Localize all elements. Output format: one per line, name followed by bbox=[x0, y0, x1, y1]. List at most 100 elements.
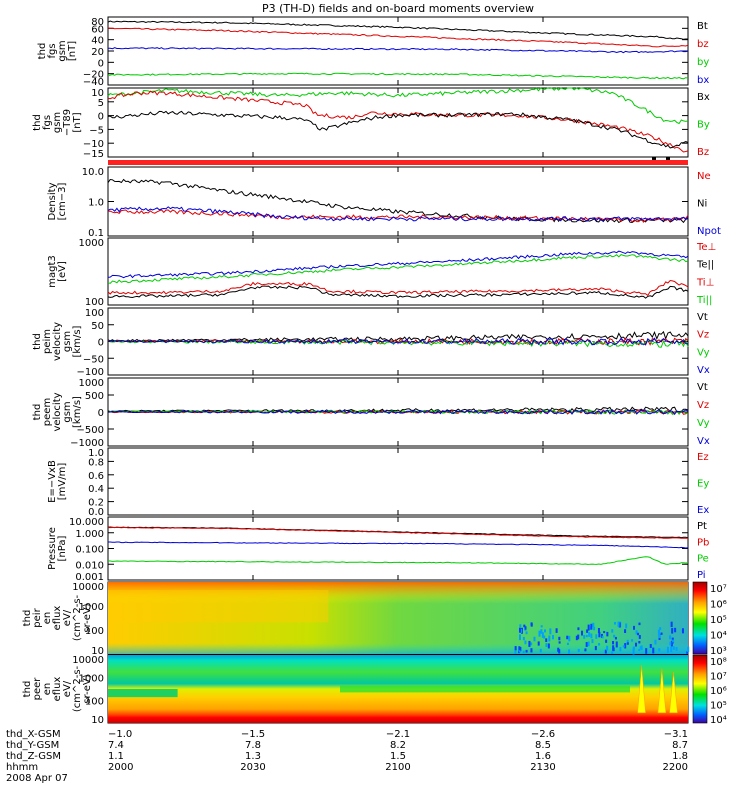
x-row-label: thd_Y-GSM bbox=[6, 740, 59, 751]
x-tick-label: −2.1 bbox=[386, 729, 410, 740]
spectrogram-pixel bbox=[669, 641, 672, 646]
series-line-vt bbox=[107, 330, 689, 342]
y-axis-label: thd bbox=[22, 681, 33, 698]
y-axis-label: (cm^2-s- bbox=[72, 665, 83, 712]
legend-label: Vy bbox=[697, 347, 710, 358]
y-tick-label: 10 bbox=[91, 646, 104, 657]
spectrogram-pixel bbox=[674, 627, 677, 633]
y-axis-label: [nT] bbox=[67, 41, 78, 61]
spectrogram-pixel bbox=[614, 636, 617, 640]
spectrogram-pixel bbox=[613, 622, 616, 625]
legend-label: bz bbox=[697, 39, 709, 50]
spectrogram-pixel bbox=[645, 648, 648, 654]
spectrogram-pixel bbox=[558, 636, 561, 641]
series-line-pe bbox=[107, 556, 689, 565]
y-tick-label: 0 bbox=[98, 58, 104, 69]
x-row-label: thd_X-GSM bbox=[6, 729, 61, 740]
x-tick-label: 1.8 bbox=[672, 751, 688, 762]
y-tick-label: 0.2 bbox=[88, 498, 104, 509]
legend-label: Vt bbox=[697, 312, 708, 323]
x-tick-label: 8.7 bbox=[672, 740, 688, 751]
y-axis-label: eflux bbox=[52, 677, 63, 702]
legend-label: Vx bbox=[697, 436, 710, 447]
spectrogram-pixel bbox=[660, 632, 663, 635]
spectrogram-layer bbox=[108, 590, 329, 623]
spectrogram-pixel bbox=[587, 624, 590, 631]
x-tick-label: 2000 bbox=[108, 762, 133, 773]
date-label: 2008 Apr 07 bbox=[6, 773, 68, 784]
y-axis-label: thd bbox=[32, 404, 43, 421]
spectrogram-pixel bbox=[638, 641, 641, 644]
y-tick-label: 0.4 bbox=[88, 484, 104, 495]
panel-7: E=−VxB [mV/m] 1.00.8 0.6 0.4 0.20.0 Ez Ey Ex bbox=[47, 447, 709, 518]
y-tick-label: −15 bbox=[83, 149, 104, 160]
y-axis-label: [cm−3] bbox=[57, 183, 68, 221]
y-axis-label: gsm bbox=[57, 40, 68, 61]
y-tick-label: 1000 bbox=[79, 602, 104, 613]
spectrogram-pixel bbox=[605, 639, 608, 643]
x-tick-label: 1.3 bbox=[245, 751, 261, 762]
spectrogram-pixel bbox=[543, 629, 546, 633]
legend-label: Pt bbox=[697, 521, 707, 532]
spectrogram-pixel bbox=[558, 641, 561, 644]
y-axis-label: [eV] bbox=[57, 261, 68, 282]
spectrogram-pixel bbox=[566, 642, 569, 646]
legend-label: Pe bbox=[697, 554, 709, 565]
colorbar-tick-label: 10⁴ bbox=[710, 715, 727, 726]
spectrogram-pixel bbox=[603, 631, 606, 634]
spectrogram-pixel bbox=[533, 636, 536, 642]
spectrogram-pixel bbox=[670, 646, 673, 653]
spectrogram-pixel bbox=[525, 649, 528, 653]
panel-3: Density [cm−3] 10.0 1.0 0.1 Ne Ni Npot bbox=[47, 166, 721, 239]
spectrogram-pixel bbox=[518, 650, 521, 653]
legend-label: Vt bbox=[697, 382, 708, 393]
spectrogram-pixel bbox=[585, 634, 588, 638]
y-axis-label: eV/ bbox=[62, 680, 73, 697]
legend-label: Te⊥ bbox=[696, 242, 716, 253]
spectrogram-pixel bbox=[551, 635, 554, 640]
x-tick-label: 1.6 bbox=[535, 751, 551, 762]
spectrogram-pixel bbox=[639, 646, 642, 649]
spectrogram-pixel bbox=[612, 640, 615, 645]
colorbar-tick-label: 10⁵ bbox=[710, 701, 727, 712]
spectrogram-pixel bbox=[681, 628, 684, 634]
series-line-ni bbox=[107, 178, 689, 224]
spectrogram-pixel bbox=[539, 648, 542, 653]
spectrogram-pixel bbox=[540, 629, 543, 634]
series-line-bx bbox=[107, 110, 689, 149]
y-tick-label: −40 bbox=[83, 77, 104, 88]
y-axis-label: E=−VxB bbox=[47, 460, 58, 503]
spectrogram-pixel bbox=[524, 626, 527, 630]
spectrogram-pixel bbox=[514, 646, 517, 651]
y-tick-label: 1.000 bbox=[75, 529, 104, 540]
panel-5: thd peim velocity gsm [km/s]100 50 0 −50 −100 Vt V… bbox=[32, 307, 710, 378]
spectrogram-pixel bbox=[624, 629, 627, 633]
y-tick-label: 0.100 bbox=[75, 545, 104, 556]
y-axis-label: fgs bbox=[47, 43, 58, 58]
spectrogram-pixel bbox=[592, 622, 595, 627]
x-tick-label: −1.5 bbox=[241, 729, 265, 740]
colorbar bbox=[692, 654, 708, 724]
y-axis-label: eV/ bbox=[62, 609, 73, 626]
y-axis-label: thd bbox=[32, 333, 43, 350]
spectrogram-pixel bbox=[613, 634, 616, 638]
spectrogram-pixel bbox=[548, 635, 551, 642]
y-tick-label: 40 bbox=[91, 36, 104, 47]
y-tick-label: −10 bbox=[83, 139, 104, 150]
spectrogram-pixel bbox=[633, 625, 636, 630]
panel-frame bbox=[107, 447, 689, 516]
spectrogram-pixel bbox=[625, 623, 628, 629]
y-tick-label: 10 bbox=[91, 88, 104, 99]
colorbar-tick-label: 10⁵ bbox=[710, 615, 727, 626]
series-line-te bbox=[107, 279, 689, 297]
spectrogram-pixel bbox=[540, 625, 543, 628]
spectrogram-pixel bbox=[549, 628, 552, 635]
x-row-label: thd_Z-GSM bbox=[6, 751, 61, 762]
y-axis-label: eflux bbox=[52, 606, 63, 631]
spectrogram-pixel bbox=[622, 645, 625, 648]
spectrogram-pixel bbox=[593, 626, 596, 631]
y-tick-label: 100 bbox=[85, 308, 104, 319]
y-tick-label: 100 bbox=[85, 696, 104, 707]
y-axis-label: −T89 bbox=[62, 109, 73, 136]
